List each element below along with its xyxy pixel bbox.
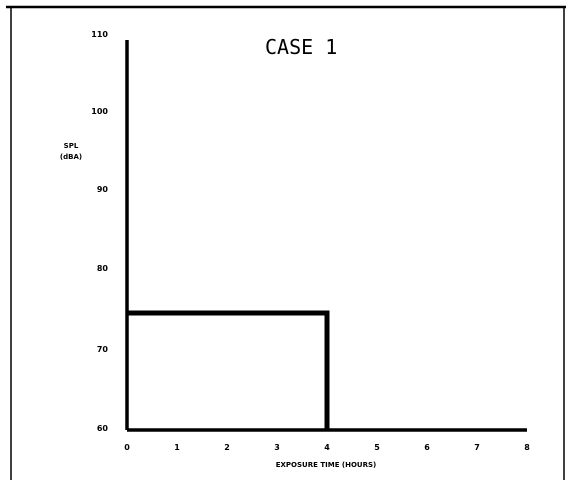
x-tick-label: 3 — [274, 443, 280, 452]
x-tick-label: 8 — [524, 443, 530, 452]
chart-title: CASE 1 — [265, 35, 337, 59]
y-tick-label: 70 — [97, 345, 109, 354]
x-axis-label: EXPOSURE TIME (HOURS) — [276, 461, 376, 469]
y-tick-label: 110 — [91, 30, 108, 39]
y-tick-label: 60 — [97, 424, 109, 433]
x-tick-label: 0 — [124, 443, 130, 452]
y-axis-label-line1: SPL — [64, 142, 79, 150]
y-tick-label: 100 — [91, 107, 108, 116]
series-line-exposure — [127, 310, 330, 430]
x-tick-label: 4 — [324, 443, 330, 452]
x-tick-label: 5 — [374, 443, 380, 452]
x-tick-label: 2 — [224, 443, 230, 452]
y-tick-labels: 110 100 90 80 70 60 — [91, 30, 108, 433]
y-tick-label: 90 — [97, 185, 109, 194]
x-tick-label: 1 — [174, 443, 180, 452]
x-tick-label: 6 — [424, 443, 430, 452]
y-axis-label-line2: (dBA) — [60, 153, 82, 161]
x-tick-labels: 0 1 2 3 4 5 6 7 8 — [124, 443, 530, 452]
x-tick-label: 7 — [474, 443, 480, 452]
y-tick-label: 80 — [97, 264, 109, 273]
